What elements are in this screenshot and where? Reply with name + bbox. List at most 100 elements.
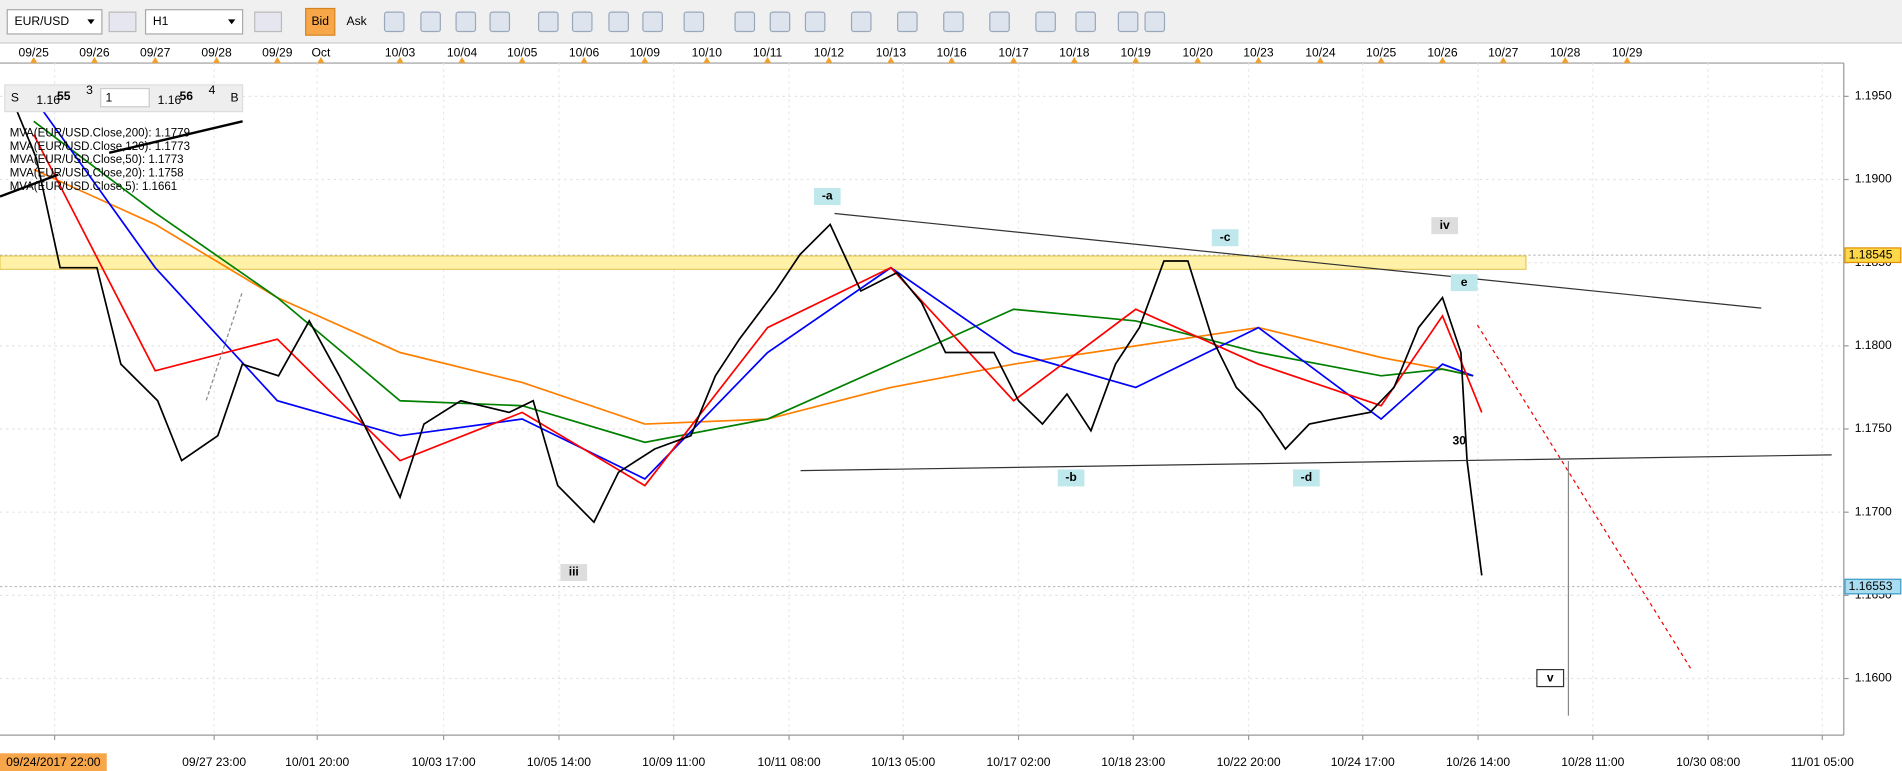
- lot: 1: [106, 90, 113, 104]
- tool-button[interactable]: [1035, 11, 1056, 33]
- trend-line[interactable]: [108, 120, 243, 155]
- tool-button[interactable]: [1075, 11, 1096, 33]
- tool-button[interactable]: [455, 11, 477, 33]
- x-tick-label: 10/23: [1243, 46, 1274, 60]
- x-tick-label: 10/28 11:00: [1561, 755, 1624, 769]
- x-tick-label: 10/12: [814, 46, 845, 60]
- x-tick-label: 10/05 14:00: [527, 755, 591, 769]
- buy-frac: 4: [209, 83, 216, 97]
- wave-label-box: [560, 564, 588, 582]
- x-tick: [763, 57, 772, 64]
- x-tick: [580, 57, 588, 64]
- tool-button[interactable]: [108, 11, 137, 33]
- tool-button[interactable]: [608, 11, 629, 33]
- x-tick: [1438, 57, 1447, 64]
- x-tick-label: 10/25: [1366, 46, 1397, 60]
- x-tick-label: 09/27 23:00: [182, 755, 246, 769]
- wave-label: e: [1461, 275, 1468, 289]
- tool-button[interactable]: [571, 11, 593, 33]
- x-tick-label: 10/29: [1612, 46, 1643, 60]
- x-tick-label: 10/01 20:00: [285, 755, 349, 769]
- x-tick-label: 10/13: [876, 46, 907, 60]
- wave-label-box: [1536, 668, 1565, 688]
- tool-button[interactable]: [943, 11, 964, 33]
- x-tick: [1194, 57, 1202, 64]
- tool-button[interactable]: [537, 11, 559, 33]
- sell-frac: 3: [86, 83, 93, 97]
- tool-button[interactable]: [897, 11, 918, 33]
- x-tick-label: 10/09 11:00: [642, 755, 705, 769]
- ask-button[interactable]: [342, 8, 372, 36]
- indicator-line: [5, 84, 1483, 576]
- x-tick-label: 10/13 05:00: [871, 755, 935, 769]
- x-tick: [641, 57, 649, 64]
- x-tick: [30, 57, 38, 64]
- sell-big: 1.16: [36, 93, 60, 107]
- tool-button[interactable]: [734, 11, 756, 33]
- x-tick: [317, 57, 325, 64]
- wave-label-box: [1450, 274, 1478, 292]
- x-tick: [1009, 57, 1018, 64]
- x-tick-label: 10/11: [753, 46, 783, 60]
- y-tick-label: 1.1700: [1855, 504, 1892, 518]
- x-tick-label: 09/28: [201, 46, 232, 60]
- tool-button[interactable]: [1117, 11, 1139, 33]
- timeframe-select[interactable]: [144, 9, 244, 35]
- tool-button[interactable]: [383, 11, 405, 33]
- x-tick-label: 10/17 02:00: [986, 755, 1050, 769]
- x-tick-label: Oct: [311, 46, 330, 60]
- x-tick: [396, 57, 404, 64]
- timeframe: H1: [153, 14, 169, 28]
- symbol-select[interactable]: [6, 9, 103, 35]
- trend-line[interactable]: [205, 290, 244, 401]
- x-tick-label: 10/18: [1059, 46, 1090, 60]
- buy-label: B: [230, 90, 238, 104]
- x-tick-label: 10/24: [1305, 46, 1336, 60]
- trend-line[interactable]: [834, 212, 1762, 309]
- x-tick-label: 10/06: [569, 46, 600, 60]
- x-tick: [273, 57, 281, 64]
- x-tick-label: 10/10: [692, 46, 723, 60]
- tool-button[interactable]: [420, 11, 441, 33]
- tool-icons: [383, 11, 1166, 33]
- y-tick-label: 1.1800: [1855, 338, 1892, 352]
- wave-label: -b: [1065, 470, 1076, 484]
- x-tick: [151, 57, 159, 64]
- x-tick-label: 10/04: [447, 46, 478, 60]
- y-tick-label: 1.1600: [1855, 671, 1892, 685]
- resistance-zone: [0, 255, 1527, 270]
- tool-button[interactable]: [642, 11, 663, 33]
- tool-button[interactable]: [1144, 11, 1166, 33]
- projection-line[interactable]: [1476, 324, 1693, 672]
- bid-button[interactable]: [305, 7, 336, 36]
- x-tick-label: 10/26: [1427, 46, 1458, 60]
- tool-button[interactable]: [989, 11, 1010, 33]
- price-tag-label: 1.16553: [1849, 579, 1893, 593]
- tool-button[interactable]: [850, 11, 872, 33]
- y-tick-label: 1.1950: [1855, 89, 1892, 103]
- x-tick: [1132, 57, 1140, 64]
- sell-pips: 55: [57, 89, 71, 103]
- x-tick-label: 09/29: [262, 46, 293, 60]
- lot-input[interactable]: [100, 87, 150, 108]
- tool-button[interactable]: [804, 11, 826, 33]
- indicator-line: [33, 120, 1474, 444]
- trend-line[interactable]: [800, 454, 1832, 472]
- x-tick: [1561, 57, 1569, 64]
- x-tick-label: 09/25: [19, 46, 50, 60]
- tool-button[interactable]: [683, 11, 705, 33]
- indicator-line: [33, 168, 1474, 425]
- trend-line[interactable]: [0, 173, 59, 198]
- legend-entry: MVA(EUR/USD.Close,5): 1.1661: [10, 181, 177, 193]
- x-tick-label: 10/18 23:00: [1101, 755, 1165, 769]
- tool-button[interactable]: [489, 11, 511, 33]
- dropdown-arrow: [87, 19, 95, 25]
- drawings: [0, 120, 1832, 716]
- tool-button[interactable]: [254, 11, 283, 33]
- wave-label: -d: [1301, 470, 1312, 484]
- x-tick: [1499, 57, 1507, 64]
- x-tick-label: 10/26 14:00: [1446, 755, 1510, 769]
- tool-button[interactable]: [769, 11, 791, 33]
- sell-label: S: [11, 90, 19, 104]
